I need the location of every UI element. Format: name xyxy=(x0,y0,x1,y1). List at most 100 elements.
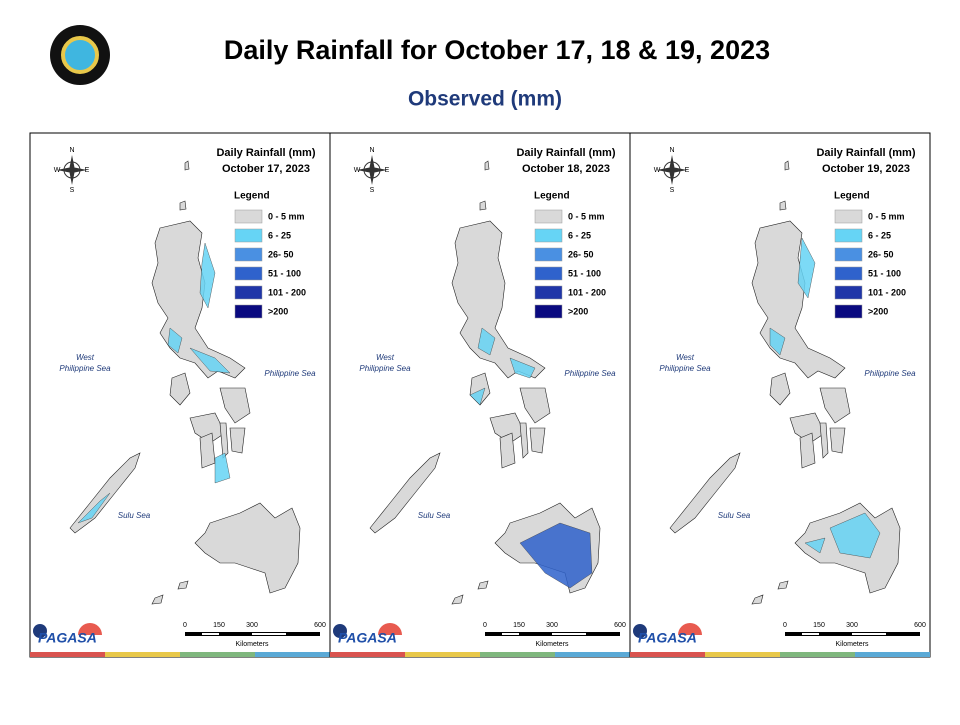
legend-label: 26- 50 xyxy=(568,249,594,259)
scale-label: 150 xyxy=(213,622,225,629)
legend-swatch xyxy=(234,247,263,262)
sea-label: Sulu Sea xyxy=(718,511,751,520)
scale-bar xyxy=(502,633,519,635)
scale-unit: Kilometers xyxy=(235,641,269,648)
rain-area xyxy=(477,327,496,356)
logo-umbrella xyxy=(378,623,402,635)
legend-swatch xyxy=(534,285,563,300)
panel-date: October 19, 2023 xyxy=(822,163,910,175)
legend-title: Legend xyxy=(234,191,270,202)
color-strip xyxy=(705,652,780,657)
legend-label: 0 - 5 mm xyxy=(568,211,605,221)
rain-area xyxy=(769,327,786,356)
compass xyxy=(57,155,87,185)
color-strip xyxy=(330,652,405,657)
color-strip xyxy=(255,652,330,657)
legend-label: 0 - 5 mm xyxy=(268,211,305,221)
scale-label: 600 xyxy=(614,622,626,629)
logo-text: PAGASA xyxy=(638,630,697,646)
logo-mark xyxy=(333,624,347,638)
sea-label: West xyxy=(76,353,95,362)
scale-label: 150 xyxy=(513,622,525,629)
panel-title: Daily Rainfall (mm) xyxy=(216,147,315,159)
rain-area xyxy=(829,512,881,559)
sea-label: Philippine Sea xyxy=(864,369,916,378)
legend-label: 101 - 200 xyxy=(568,287,606,297)
panel-date: October 17, 2023 xyxy=(222,163,310,175)
legend-label: 101 - 200 xyxy=(268,287,306,297)
legend-label: 6 - 25 xyxy=(868,230,891,240)
compass-label: E xyxy=(385,167,390,174)
rain-area xyxy=(77,492,111,524)
legend-label: >200 xyxy=(568,306,588,316)
scale-unit: Kilometers xyxy=(535,641,569,648)
logo-umbrella xyxy=(78,623,102,635)
legend-label: 101 - 200 xyxy=(868,287,906,297)
legend-swatch xyxy=(234,228,263,243)
logo-text: PAGASA xyxy=(338,630,397,646)
scale-label: 300 xyxy=(846,622,858,629)
compass-label: N xyxy=(69,147,74,154)
sea-label: Philippine Sea xyxy=(59,364,111,373)
panel-date: October 18, 2023 xyxy=(522,163,610,175)
compass-label: N xyxy=(369,147,374,154)
compass-label: W xyxy=(54,167,61,174)
sea-label: Philippine Sea xyxy=(564,369,616,378)
legend-swatch xyxy=(534,304,563,319)
rain-area xyxy=(509,357,536,379)
color-strip xyxy=(855,652,930,657)
panel-title: Daily Rainfall (mm) xyxy=(516,147,615,159)
legend-swatch xyxy=(234,266,263,281)
color-strip xyxy=(105,652,180,657)
sea-label: Philippine Sea xyxy=(359,364,411,373)
scale-label: 0 xyxy=(183,622,187,629)
legend-swatch xyxy=(834,285,863,300)
color-strip xyxy=(630,652,705,657)
legend-label: 51 - 100 xyxy=(568,268,601,278)
scale-label: 600 xyxy=(914,622,926,629)
logo-umbrella xyxy=(678,623,702,635)
legend-title: Legend xyxy=(534,191,570,202)
rain-area xyxy=(519,522,593,589)
scale-label: 300 xyxy=(246,622,258,629)
scale-bar xyxy=(252,633,286,635)
scale-label: 0 xyxy=(783,622,787,629)
scale-bar xyxy=(802,633,819,635)
scale-bar xyxy=(852,633,886,635)
compass-label: S xyxy=(670,187,675,194)
rain-area xyxy=(804,537,826,554)
legend-label: 51 - 100 xyxy=(868,268,901,278)
map-panel: N S W E Daily Rainfall (mm) October 19, 2023 L… xyxy=(629,132,931,658)
color-strip xyxy=(30,652,105,657)
legend-label: 51 - 100 xyxy=(268,268,301,278)
legend-label: 26- 50 xyxy=(268,249,294,259)
color-strip xyxy=(180,652,255,657)
rain-area xyxy=(797,237,816,299)
legend-swatch xyxy=(834,228,863,243)
scale-bar xyxy=(202,633,219,635)
compass-label: S xyxy=(370,187,375,194)
scale-label: 600 xyxy=(314,622,326,629)
compass xyxy=(657,155,687,185)
compass-label: W xyxy=(354,167,361,174)
rain-area xyxy=(199,242,216,309)
legend-swatch xyxy=(534,209,563,224)
scale-bar xyxy=(552,633,586,635)
legend-swatch xyxy=(534,247,563,262)
page-subtitle: Observed (mm) xyxy=(408,88,562,111)
rain-area xyxy=(214,452,231,484)
map-panel: N S W E Daily Rainfall (mm) October 18, 2023 L… xyxy=(329,132,631,658)
legend-label: 6 - 25 xyxy=(268,230,291,240)
panel-title: Daily Rainfall (mm) xyxy=(816,147,915,159)
legend-label: 6 - 25 xyxy=(568,230,591,240)
compass-label: E xyxy=(85,167,90,174)
compass xyxy=(357,155,387,185)
compass-label: N xyxy=(669,147,674,154)
legend-label: >200 xyxy=(868,306,888,316)
legend-swatch xyxy=(834,247,863,262)
legend-title: Legend xyxy=(834,191,870,202)
map-panel: N S W E Daily Rainfall (mm) October 17, 2023 L… xyxy=(29,132,331,658)
rain-area xyxy=(167,327,183,354)
compass-label: S xyxy=(70,187,75,194)
